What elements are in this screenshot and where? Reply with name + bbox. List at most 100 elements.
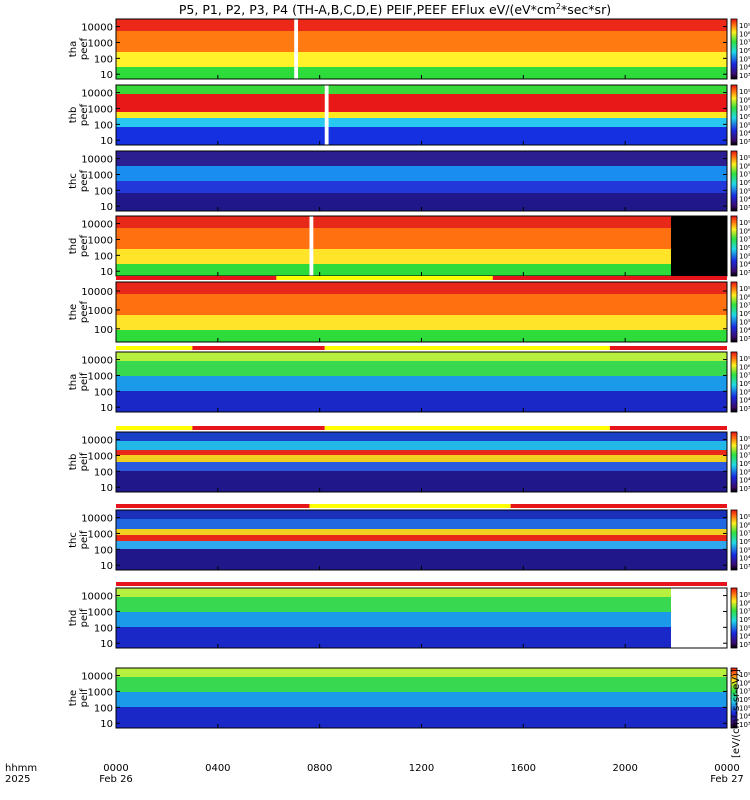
mode-bar <box>116 276 727 280</box>
panel-thd-peef: 10000 1000 100 10 thdpeef <box>68 215 728 278</box>
x-tick-label: 2000 <box>612 763 637 774</box>
mode-bar-segment <box>192 346 325 350</box>
panel-thc-peif: 10000 1000 100 10 thcpeif <box>68 509 728 572</box>
colorbar-tick-label: 10³ <box>739 72 750 80</box>
colorbar-tick-label: 10⁸ <box>739 679 750 687</box>
y-tick-label: 1000 <box>88 104 113 115</box>
y-tick-label: 1000 <box>88 371 113 382</box>
colorbar-tick-label: 10⁴ <box>739 261 750 269</box>
colorbar-tick-label: 10⁷ <box>739 372 750 380</box>
panel-thc-peef: 10000 1000 100 10 thcpeef <box>68 150 728 213</box>
colorbar-tick-label: 10⁵ <box>739 55 750 63</box>
mode-bar-segment <box>309 504 511 508</box>
data-gap <box>324 85 329 145</box>
colorbar-tick-label: 10⁶ <box>739 310 750 318</box>
y-tick-label: 10000 <box>81 89 113 100</box>
colorbar-tick-label: 10³ <box>739 335 750 343</box>
colorbar-scale <box>730 215 738 277</box>
colorbar-tick-label: 10⁹ <box>739 154 750 162</box>
mode-bar-segment <box>609 346 727 350</box>
panel-thb-peef: 10000 1000 100 10 thbpeef <box>68 84 728 147</box>
colorbar-tick-label: 10⁹ <box>739 591 750 599</box>
colorbars-layer: 10⁹10⁸10⁷10⁶10⁵10⁴10³10⁹10⁸10⁷10⁶10⁵10⁴1… <box>730 18 750 729</box>
colorbar-tick-label: 10⁵ <box>739 468 750 476</box>
colorbar-tick-label: 10⁵ <box>739 318 750 326</box>
panels-layer: 10000 1000 100 10 thapeef 10000 1000 100 10 thbpe… <box>68 18 728 730</box>
colorbar-tick-label: 10⁴ <box>739 130 750 138</box>
colorbar-tick-label: 10⁷ <box>739 608 750 616</box>
mode-bar-segment <box>324 426 610 430</box>
y-tick-label: 10 <box>100 639 113 650</box>
colorbar-tick-label: 10⁷ <box>739 688 750 696</box>
mode-bars-layer <box>116 276 727 586</box>
mode-bar-segment <box>492 276 727 280</box>
mode-bar <box>116 346 727 350</box>
colorbar-tick-label: 10⁶ <box>739 696 750 704</box>
y-tick-label: 10 <box>100 403 113 414</box>
colorbar-tick-label: 10⁹ <box>739 219 750 227</box>
colorbar-tick-label: 10⁹ <box>739 513 750 521</box>
y-tick-label: 10 <box>100 561 113 572</box>
colorbar-tick-label: 10⁸ <box>739 227 750 235</box>
x-axis-label-year: 2025 <box>5 774 30 785</box>
mode-bar-segment <box>609 426 727 430</box>
y-tick-label: 10 <box>100 70 113 81</box>
colorbar-tick-label: 10⁵ <box>739 121 750 129</box>
y-tick-label: 1000 <box>88 306 113 317</box>
colorbar-tick-label: 10³ <box>739 204 750 212</box>
y-tick-label: 100 <box>94 623 113 634</box>
spectrogram-image <box>116 668 727 728</box>
y-tick-label: 1000 <box>88 451 113 462</box>
colorbar-tick-label: 10³ <box>739 405 750 413</box>
spectrogram-image <box>116 432 727 492</box>
y-tick-label: 100 <box>94 545 113 556</box>
y-tick-label: 10000 <box>81 155 113 166</box>
spectrogram-image <box>116 19 727 79</box>
panel-ylabel: thbpeef <box>68 103 90 126</box>
mode-bar-segment <box>116 346 193 350</box>
colorbar-tick-label: 10³ <box>739 563 750 571</box>
panel-ylabel: thapeif <box>68 372 90 391</box>
spectrogram-image <box>116 588 727 648</box>
colorbar-scale <box>730 18 738 80</box>
y-tick-label: 100 <box>94 186 113 197</box>
colorbar-tick-label: 10⁹ <box>739 435 750 443</box>
mode-bar-segment <box>116 426 193 430</box>
colorbar-tick-label: 10⁵ <box>739 388 750 396</box>
colorbar-tick-label: 10⁵ <box>739 624 750 632</box>
colorbar-tick-label: 10⁷ <box>739 39 750 47</box>
colorbar-tick-label: 10³ <box>739 721 750 729</box>
colorbar-scale <box>730 667 738 729</box>
panel-thd-peif: 10000 1000 100 10 thdpeif <box>68 587 728 650</box>
panel-tha-peif: 10000 1000 100 10 thapeif <box>68 351 728 414</box>
y-tick-label: 100 <box>94 54 113 65</box>
spectrogram-image <box>116 151 727 211</box>
spectrogram-image <box>116 352 727 412</box>
colorbar-scale <box>730 431 738 493</box>
colorbar-tick-label: 10⁶ <box>739 47 750 55</box>
colorbar-tick-label: 10³ <box>739 485 750 493</box>
y-tick-label: 10 <box>100 136 113 147</box>
colorbar-tick-label: 10⁴ <box>739 397 750 405</box>
y-tick-label: 10000 <box>81 356 113 367</box>
panel-the-peif: 10000 1000 100 10 thepeif <box>68 667 728 730</box>
y-tick-label: 10000 <box>81 672 113 683</box>
colorbar-tick-label: 10⁸ <box>739 443 750 451</box>
panel-ylabel: thapeef <box>68 37 90 60</box>
colorbar-tick-label: 10⁸ <box>739 162 750 170</box>
colorbar-tick-label: 10⁷ <box>739 105 750 113</box>
x-tick-label: 0800 <box>307 763 332 774</box>
y-tick-label: 100 <box>94 325 113 336</box>
y-tick-label: 100 <box>94 387 113 398</box>
panel-ylabel: thcpeif <box>68 530 90 549</box>
colorbar-tick-label: 10⁶ <box>739 380 750 388</box>
colorbar-tick-label: 10⁴ <box>739 327 750 335</box>
y-tick-label: 10 <box>100 202 113 213</box>
y-tick-label: 10000 <box>81 23 113 34</box>
